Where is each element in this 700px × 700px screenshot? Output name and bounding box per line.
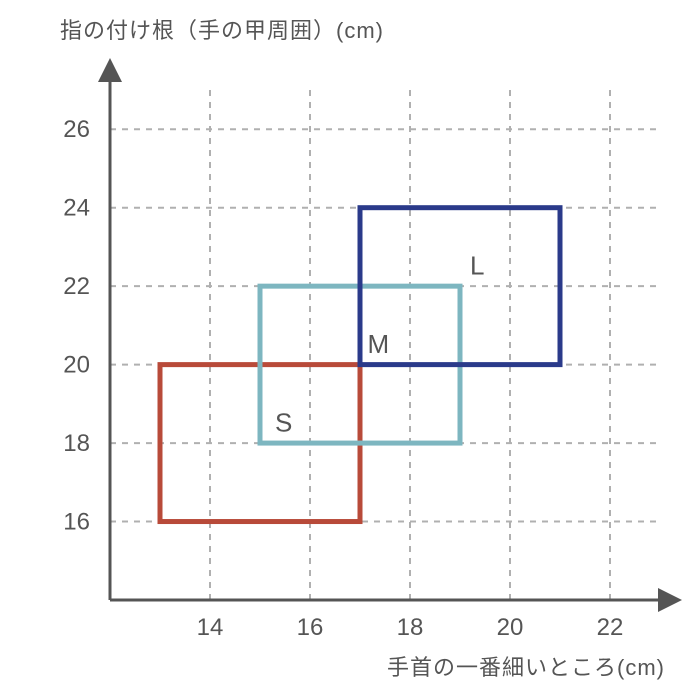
- y-tick-label: 26: [63, 116, 90, 143]
- y-tick-label: 24: [63, 195, 90, 222]
- chart-svg: 14 16 18 20 22 16 18 20 22 24 26 S M L 指の付け根（手の甲周囲）(cm…: [0, 0, 700, 700]
- y-tick-label: 18: [63, 430, 90, 457]
- y-tick-label: 16: [63, 509, 90, 536]
- x-tick-label: 22: [597, 614, 624, 641]
- x-axis-title: 手首の一番細いところ(cm): [387, 655, 665, 680]
- size-chart: 14 16 18 20 22 16 18 20 22 24 26 S M L 指の付け根（手の甲周囲）(cm…: [0, 0, 700, 700]
- size-label-l: L: [470, 250, 484, 280]
- x-tick-label: 18: [397, 614, 424, 641]
- chart-bg: [0, 0, 700, 700]
- x-tick-label: 16: [297, 614, 324, 641]
- size-label-s: S: [275, 407, 292, 437]
- y-tick-label: 20: [63, 352, 90, 379]
- x-tick-label: 14: [197, 614, 224, 641]
- y-tick-label: 22: [63, 273, 90, 300]
- x-tick-label: 20: [497, 614, 524, 641]
- size-label-m: M: [368, 329, 390, 359]
- y-axis-title: 指の付け根（手の甲周囲）(cm): [60, 18, 384, 43]
